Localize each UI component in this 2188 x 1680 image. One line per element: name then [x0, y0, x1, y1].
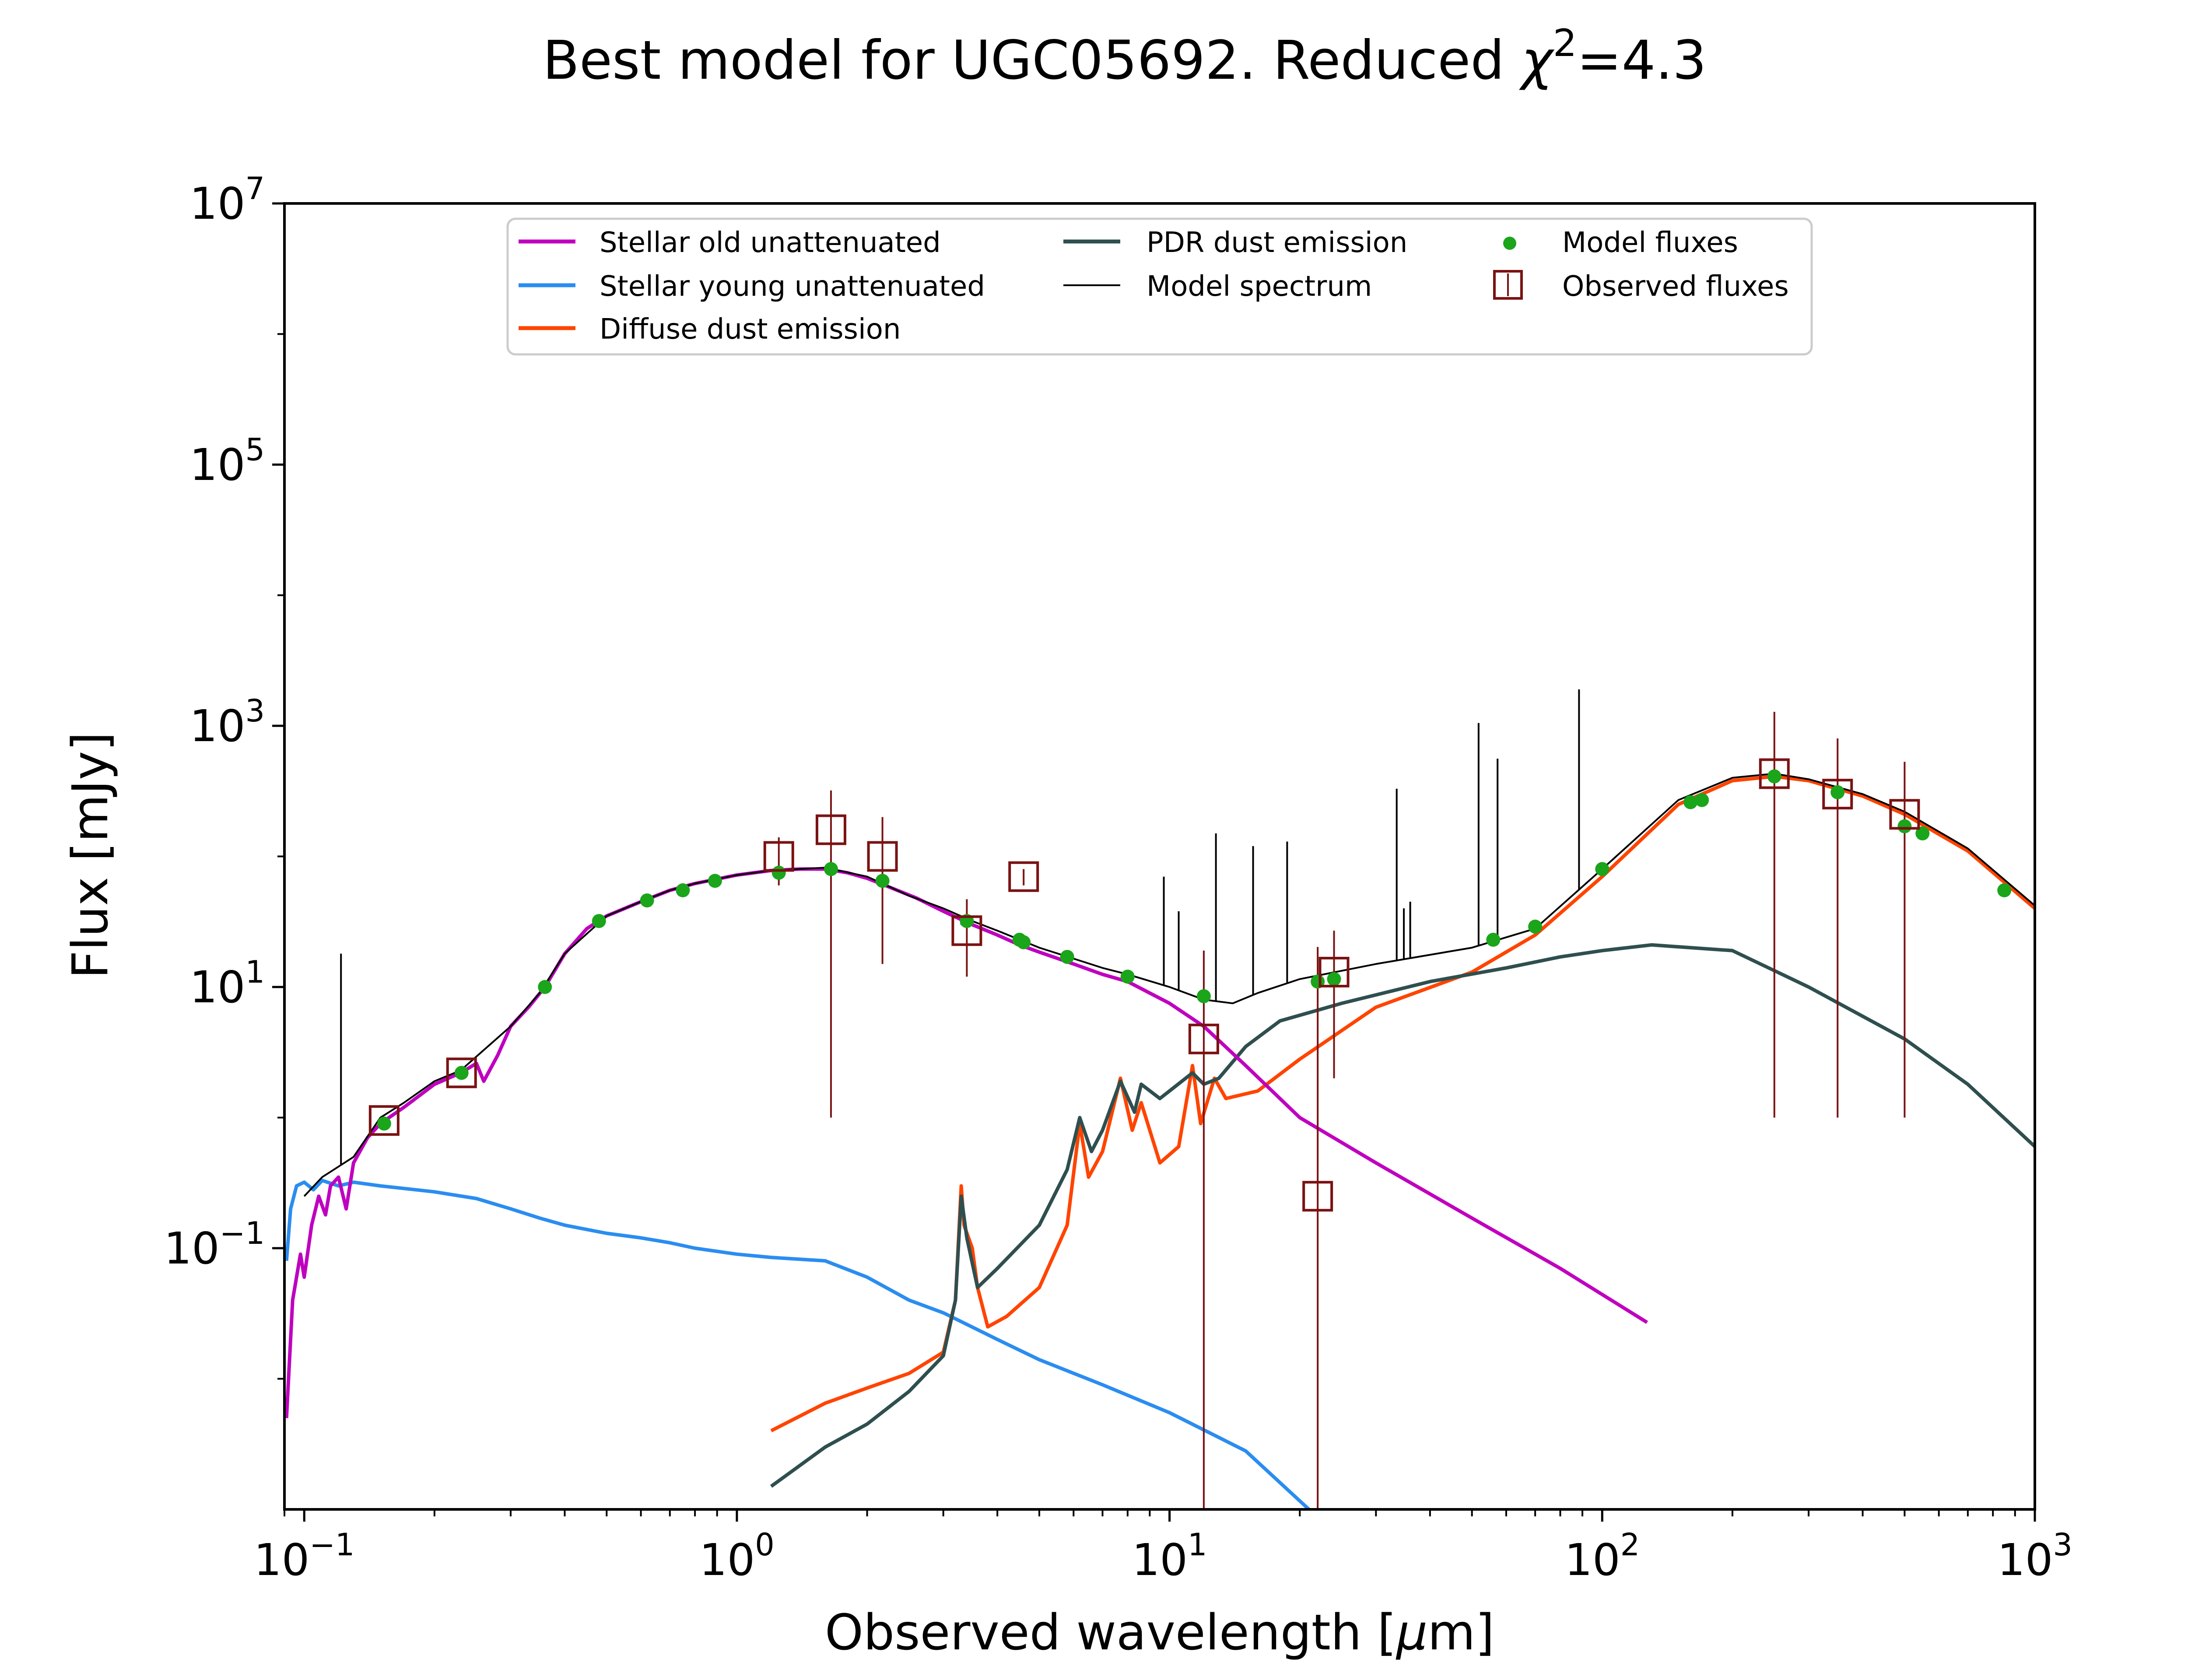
model-flux-point	[1196, 989, 1211, 1004]
model-flux-point	[875, 874, 890, 888]
legend-label-model-fluxes: Model fluxes	[1562, 227, 1738, 259]
x-tick-label: 100	[699, 1527, 775, 1586]
legend-label-observed-fluxes: Observed fluxes	[1562, 270, 1789, 303]
model-flux-point	[1595, 862, 1609, 876]
model-flux-point	[771, 865, 786, 880]
model-flux-point	[708, 874, 722, 888]
x-axis-label: Observed wavelength [μm]	[825, 1604, 1494, 1661]
plot-area	[284, 689, 2035, 1509]
observed-flux-point	[867, 841, 898, 872]
legend-item-diffuse-dust: Diffuse dust emission	[519, 313, 901, 346]
model-flux-point	[592, 914, 606, 928]
y-axis-label: Flux [mJy]	[62, 732, 119, 979]
model-flux-point	[1528, 919, 1543, 934]
legend-item-observed-fluxes: Observed fluxes	[1493, 270, 1789, 303]
model-flux-point	[538, 980, 552, 994]
legend-item-model-fluxes: Model fluxes	[1503, 227, 1738, 259]
model-flux-point	[1767, 769, 1781, 784]
legend-label-diffuse-dust: Diffuse dust emission	[600, 313, 901, 346]
legend-item-model-spectrum: Model spectrum	[1063, 270, 1372, 303]
y-tick-label: 105	[189, 432, 265, 490]
legend-label-pdr-dust: PDR dust emission	[1147, 227, 1407, 259]
y-tick-label: 10−1	[164, 1215, 265, 1274]
chart-title: Best model for UGC05692. Reduced χ2=4.3	[543, 21, 1706, 91]
model-flux-point	[1997, 883, 2012, 898]
observed-flux-point	[446, 1057, 477, 1088]
legend-marker-model-fluxes	[1503, 237, 1516, 250]
legend-item-stellar-young: Stellar young unattenuated	[519, 270, 985, 303]
x-tick-label: 103	[1997, 1527, 2072, 1586]
model-flux-point	[676, 883, 690, 898]
model-flux-point	[454, 1066, 469, 1080]
model-flux-point	[824, 862, 838, 876]
observed-flux-point	[1302, 1181, 1333, 1212]
model-flux-point	[1327, 972, 1341, 986]
model-flux-point	[1897, 819, 1912, 833]
observed-flux-point	[1008, 861, 1039, 892]
legend-marker-observed-fluxes	[1493, 270, 1523, 300]
legend-label-stellar-old: Stellar old unattenuated	[600, 227, 941, 259]
legend-label-stellar-young: Stellar young unattenuated	[600, 270, 985, 303]
model-flux-point	[640, 893, 654, 908]
observed-flux-point	[1759, 758, 1790, 789]
series-line-stellar-young-unattenuated	[284, 1179, 1310, 1509]
axes: 10−1 100 101 102 103 10−1 101 103 105 107	[164, 171, 2072, 1586]
x-tick-label: 102	[1564, 1527, 1640, 1586]
legend-item-stellar-old: Stellar old unattenuated	[519, 227, 941, 259]
model-flux-point	[1017, 935, 1031, 949]
model-flux-point	[377, 1116, 391, 1131]
y-tick-label: 107	[189, 171, 265, 229]
model-flux-point	[1830, 785, 1845, 799]
observed-flux-point	[1889, 799, 1920, 830]
model-flux-point	[1060, 950, 1074, 964]
observed-flux-point	[763, 841, 794, 872]
observed-flux-point	[815, 814, 846, 845]
legend: Stellar old unattenuated Stellar young u…	[506, 217, 1813, 356]
legend-label-model-spectrum: Model spectrum	[1147, 270, 1372, 303]
model-flux-point	[1695, 793, 1709, 807]
model-flux-point	[1120, 970, 1135, 984]
observed-flux-point	[1822, 779, 1853, 810]
observed-flux-point	[1188, 1023, 1219, 1054]
y-tick-label: 101	[189, 954, 265, 1013]
x-tick-label: 101	[1132, 1527, 1207, 1586]
observed-flux-point	[1318, 956, 1350, 987]
series-line-model-spectrum	[303, 773, 2035, 1197]
legend-item-pdr-dust: PDR dust emission	[1063, 227, 1407, 259]
y-tick-label: 103	[189, 693, 265, 752]
observed-flux-point	[368, 1105, 400, 1136]
observed-flux-point	[951, 915, 982, 946]
model-flux-point	[1915, 826, 1930, 840]
model-flux-point	[1683, 795, 1698, 809]
model-flux-point	[1486, 933, 1501, 947]
x-tick-label: 10−1	[254, 1527, 354, 1586]
legend-frame	[506, 217, 1813, 356]
series-line-pdr-dust-emission	[770, 943, 2035, 1488]
